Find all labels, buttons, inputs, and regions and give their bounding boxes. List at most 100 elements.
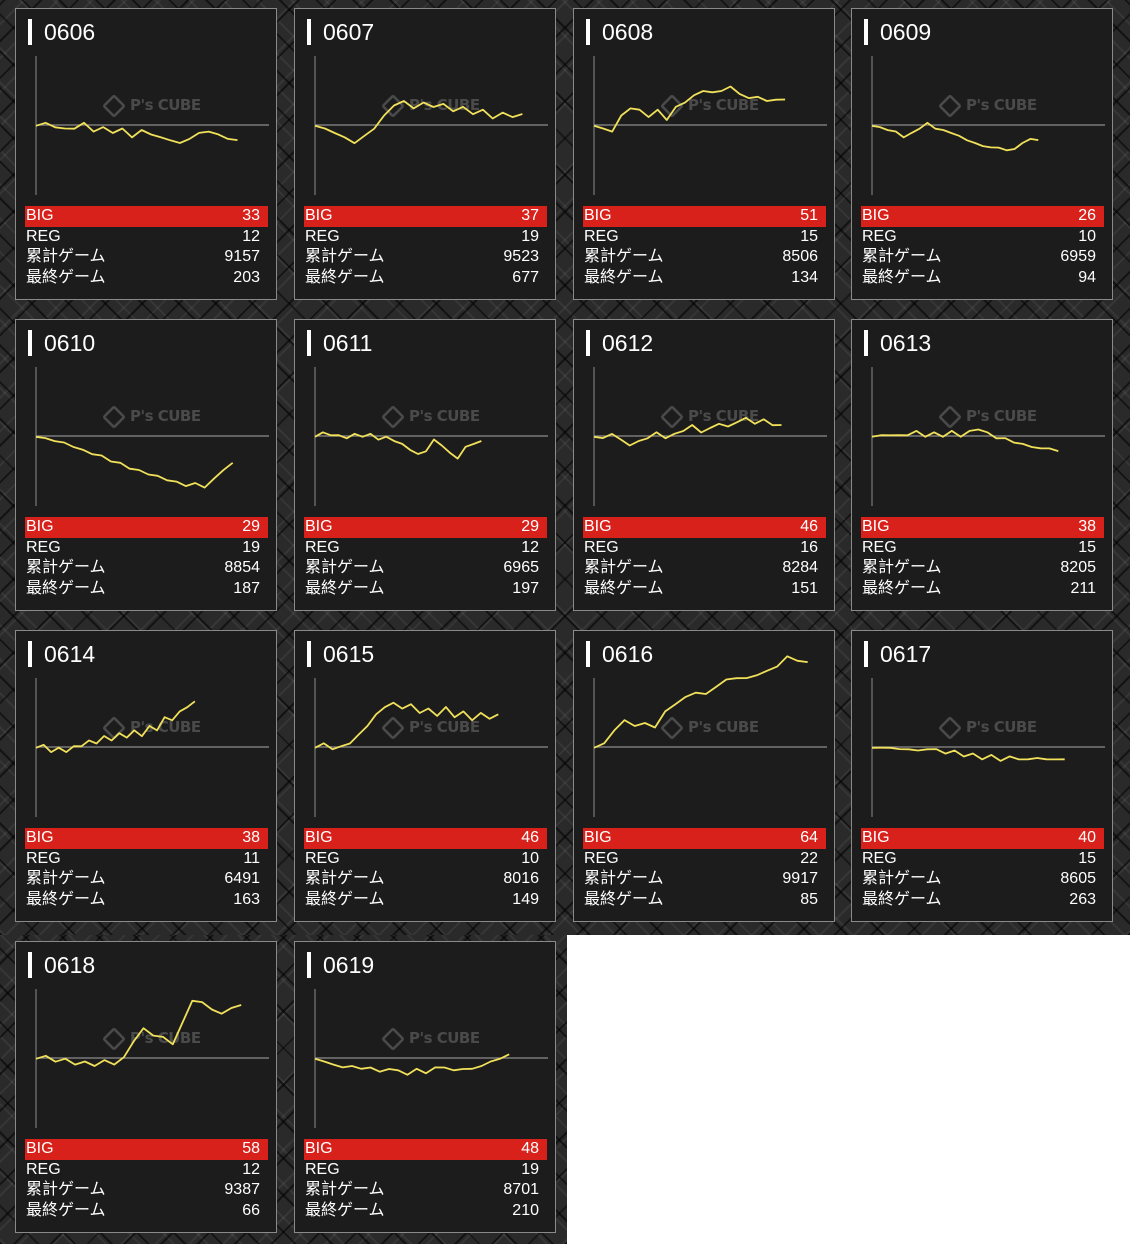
graph-trend-line	[593, 416, 782, 447]
big-row: BIG 46	[304, 828, 547, 849]
last-games-label: 最終ゲーム	[862, 269, 942, 287]
big-count: 48	[521, 1140, 539, 1157]
reg-count: 15	[1078, 538, 1096, 556]
last-games-label: 最終ゲーム	[584, 269, 664, 287]
graph-trend-line	[35, 700, 196, 753]
big-label: BIG	[584, 518, 612, 535]
machine-number: 0609	[864, 19, 931, 45]
machine-card-0609[interactable]: 0609 P's CUBE BIG 26 REG 10 累計ゲーム 6959	[851, 8, 1113, 300]
machine-card-0607[interactable]: 0607 P's CUBE BIG 37 REG 19 累計ゲーム 9523	[294, 8, 556, 300]
watermark: P's CUBE	[937, 404, 1040, 435]
machine-card-0619[interactable]: 0619 P's CUBE BIG 48 REG 19 累計ゲーム 8701	[294, 941, 556, 1233]
total-games-value: 8854	[224, 559, 260, 577]
machine-card-0608[interactable]: 0608 P's CUBE BIG 51 REG 15 累計ゲーム 8506	[573, 8, 835, 300]
machine-card-0611[interactable]: 0611 P's CUBE BIG 29 REG 12 累計ゲーム 6965	[294, 319, 556, 611]
last-games-row: 最終ゲーム 197	[304, 579, 547, 600]
machine-card-0612[interactable]: 0612 P's CUBE BIG 46 REG 16 累計ゲーム 8284	[573, 319, 835, 611]
reg-count: 10	[521, 849, 539, 867]
total-games-label: 累計ゲーム	[26, 1181, 106, 1199]
total-games-label: 累計ゲーム	[26, 870, 106, 888]
last-games-value: 94	[1078, 269, 1096, 287]
last-games-value: 197	[512, 580, 539, 598]
total-games-row: 累計ゲーム 6965	[304, 558, 547, 579]
watermark: P's CUBE	[937, 715, 1040, 746]
machine-card-0618[interactable]: 0618 P's CUBE BIG 58 REG 12 累計ゲーム 9387	[15, 941, 277, 1233]
total-games-value: 8205	[1060, 559, 1096, 577]
machine-card-0606[interactable]: 0606 P's CUBE BIG 33 REG 12 累計ゲーム 9157	[15, 8, 277, 300]
last-games-value: 85	[800, 891, 818, 909]
watermark-text: P's CUBE	[409, 1029, 480, 1047]
total-games-label: 累計ゲーム	[584, 559, 664, 577]
last-games-label: 最終ゲーム	[305, 269, 385, 287]
last-games-label: 最終ゲーム	[26, 891, 106, 909]
reg-count: 12	[521, 538, 539, 556]
watermark-text: P's CUBE	[688, 718, 759, 736]
machine-number: 0611	[307, 330, 372, 356]
machine-card-0613[interactable]: 0613 P's CUBE BIG 38 REG 15 累計ゲーム 8205	[851, 319, 1113, 611]
total-games-row: 累計ゲーム 8016	[304, 869, 547, 890]
big-label: BIG	[305, 829, 333, 846]
reg-row: REG 22	[583, 849, 826, 870]
total-games-row: 累計ゲーム 8506	[583, 247, 826, 268]
watermark: P's CUBE	[937, 93, 1040, 124]
last-games-label: 最終ゲーム	[305, 1202, 385, 1220]
last-games-row: 最終ゲーム 211	[861, 579, 1104, 600]
stats-table: BIG 51 REG 15 累計ゲーム 8506 最終ゲーム 134	[583, 206, 826, 289]
big-label: BIG	[862, 518, 890, 535]
machine-card-0617[interactable]: 0617 P's CUBE BIG 40 REG 15 累計ゲーム 8605	[851, 630, 1113, 922]
big-row: BIG 29	[25, 517, 268, 538]
stats-table: BIG 46 REG 16 累計ゲーム 8284 最終ゲーム 151	[583, 517, 826, 600]
stats-table: BIG 46 REG 10 累計ゲーム 8016 最終ゲーム 149	[304, 828, 547, 911]
total-games-label: 累計ゲーム	[305, 1181, 385, 1199]
stats-table: BIG 58 REG 12 累計ゲーム 9387 最終ゲーム 66	[25, 1139, 268, 1222]
watermark-text: P's CUBE	[409, 407, 480, 425]
reg-row: REG 12	[25, 227, 268, 248]
slump-graph	[871, 678, 1105, 817]
graph-trend-line	[314, 431, 482, 460]
total-games-label: 累計ゲーム	[305, 248, 385, 266]
big-row: BIG 64	[583, 828, 826, 849]
big-label: BIG	[305, 518, 333, 535]
machine-card-0614[interactable]: 0614 P's CUBE BIG 38 REG 11 累計ゲーム 6491	[15, 630, 277, 922]
reg-count: 22	[800, 849, 818, 867]
last-games-label: 最終ゲーム	[26, 580, 106, 598]
machine-card-0616[interactable]: 0616 P's CUBE BIG 64 REG 22 累計ゲーム 9917	[573, 630, 835, 922]
machine-card-0615[interactable]: 0615 P's CUBE BIG 46 REG 10 累計ゲーム 8016	[294, 630, 556, 922]
last-games-value: 151	[791, 580, 818, 598]
last-games-row: 最終ゲーム 263	[861, 890, 1104, 911]
graph-trend-line	[314, 701, 499, 751]
watermark: P's CUBE	[380, 1026, 483, 1057]
machine-card-0610[interactable]: 0610 P's CUBE BIG 29 REG 19 累計ゲーム 8854	[15, 319, 277, 611]
reg-count: 19	[242, 538, 260, 556]
last-games-label: 最終ゲーム	[305, 891, 385, 909]
graph-trend-line	[871, 121, 1039, 152]
slump-graph	[35, 678, 269, 817]
watermark-text: P's CUBE	[409, 718, 480, 736]
reg-count: 12	[242, 227, 260, 245]
reg-row: REG 19	[304, 227, 547, 248]
last-games-row: 最終ゲーム 210	[304, 1201, 547, 1222]
reg-count: 19	[521, 1160, 539, 1178]
stats-table: BIG 48 REG 19 累計ゲーム 8701 最終ゲーム 210	[304, 1139, 547, 1222]
last-games-label: 最終ゲーム	[305, 580, 385, 598]
reg-label: REG	[862, 538, 897, 556]
total-games-label: 累計ゲーム	[305, 870, 385, 888]
total-games-value: 8701	[503, 1181, 539, 1199]
reg-row: REG 12	[25, 1160, 268, 1181]
reg-label: REG	[862, 849, 897, 867]
reg-label: REG	[862, 227, 897, 245]
last-games-label: 最終ゲーム	[26, 1202, 106, 1220]
watermark-text: P's CUBE	[130, 407, 201, 425]
reg-count: 16	[800, 538, 818, 556]
total-games-row: 累計ゲーム 9157	[25, 247, 268, 268]
total-games-value: 9387	[224, 1181, 260, 1199]
reg-row: REG 10	[304, 849, 547, 870]
last-games-value: 203	[233, 269, 260, 287]
total-games-row: 累計ゲーム 8205	[861, 558, 1104, 579]
last-games-value: 66	[242, 1202, 260, 1220]
slump-graph	[35, 367, 269, 506]
reg-label: REG	[305, 849, 340, 867]
reg-label: REG	[584, 849, 619, 867]
slump-graph	[314, 367, 548, 506]
reg-row: REG 16	[583, 538, 826, 559]
